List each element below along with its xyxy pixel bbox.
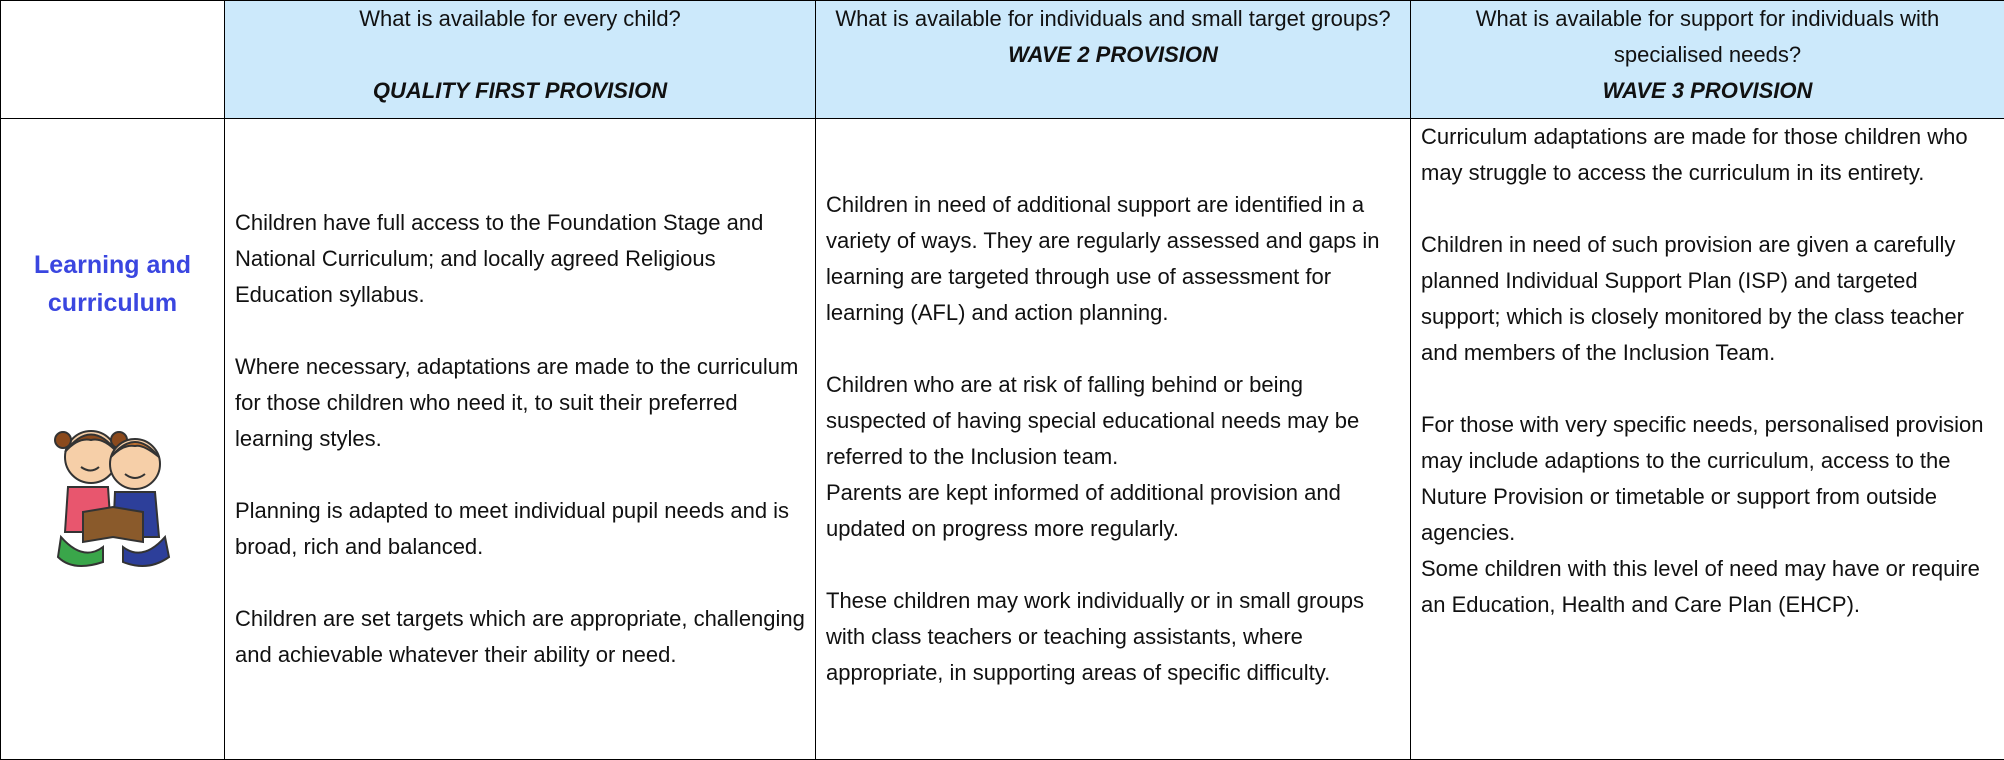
paragraph-block: Planning is adapted to meet individual p… — [235, 493, 805, 565]
header-cell: What is available for individuals and sm… — [816, 1, 1411, 119]
provision-cell: Children have full access to the Foundat… — [225, 119, 816, 760]
blank-header — [1, 1, 225, 119]
paragraph: Children in need of such provision are g… — [1421, 227, 1994, 371]
children-reading-icon — [53, 412, 173, 582]
paragraph: Where necessary, adaptations are made to… — [235, 349, 805, 457]
paragraph: For those with very specific needs, pers… — [1421, 407, 1994, 551]
header-title: WAVE 3 PROVISION — [1421, 73, 1994, 109]
paragraph-block: Children have full access to the Foundat… — [235, 205, 805, 313]
page: What is available for every child? QUALIT… — [0, 0, 2004, 760]
paragraph: Children who are at risk of falling behi… — [826, 367, 1400, 475]
row-label: Learning and curriculum — [11, 246, 214, 322]
paragraph: Children in need of additional support a… — [826, 187, 1400, 331]
paragraph: Children have full access to the Foundat… — [235, 205, 805, 313]
header-row: What is available for every child? QUALIT… — [1, 1, 2004, 119]
paragraph-block: Curriculum adaptations are made for thos… — [1421, 119, 1994, 191]
header-cell: What is available for support for indivi… — [1411, 1, 2004, 119]
provision-cell: Curriculum adaptations are made for thos… — [1411, 119, 2004, 760]
header-question: What is available for every child? — [235, 1, 805, 37]
paragraph: Curriculum adaptations are made for thos… — [1421, 119, 1994, 191]
paragraph-block: Children are set targets which are appro… — [235, 601, 805, 673]
paragraph-block: Children in need of such provision are g… — [1421, 227, 1994, 371]
paragraph-block: These children may work individually or … — [826, 583, 1400, 691]
body-row: Learning and curriculum Children have fu… — [1, 119, 2004, 760]
provision-table: What is available for every child? QUALIT… — [0, 0, 2004, 760]
paragraph: Some children with this level of need ma… — [1421, 551, 1994, 623]
header-question: What is available for support for indivi… — [1421, 1, 1994, 73]
paragraph: Children are set targets which are appro… — [235, 601, 805, 673]
paragraph-block: Where necessary, adaptations are made to… — [235, 349, 805, 457]
header-cell: What is available for every child? QUALIT… — [225, 1, 816, 119]
paragraph: These children may work individually or … — [826, 583, 1400, 691]
provision-cell: Children in need of additional support a… — [816, 119, 1411, 760]
paragraph: Parents are kept informed of additional … — [826, 475, 1400, 547]
header-question: What is available for individuals and sm… — [826, 1, 1400, 37]
paragraph-block: Children in need of additional support a… — [826, 187, 1400, 331]
paragraph-block: For those with very specific needs, pers… — [1421, 407, 1994, 623]
row-label-cell: Learning and curriculum — [1, 119, 225, 760]
paragraph: Planning is adapted to meet individual p… — [235, 493, 805, 565]
header-title: QUALITY FIRST PROVISION — [235, 73, 805, 109]
header-title: WAVE 2 PROVISION — [826, 37, 1400, 73]
paragraph-block: Children who are at risk of falling behi… — [826, 367, 1400, 547]
